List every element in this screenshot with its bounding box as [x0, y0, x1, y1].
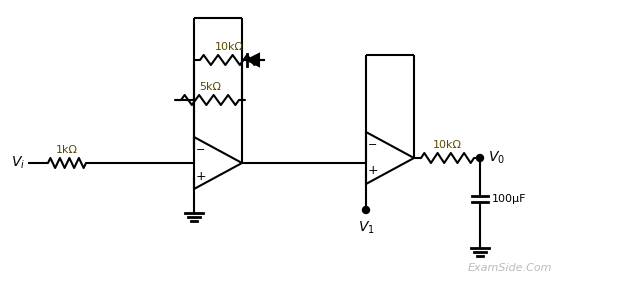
- Polygon shape: [247, 54, 259, 66]
- Text: $V_0$: $V_0$: [488, 150, 505, 166]
- Circle shape: [476, 154, 483, 162]
- Text: 10kΩ: 10kΩ: [215, 42, 244, 52]
- Text: ExamSide.Com: ExamSide.Com: [468, 263, 552, 273]
- Text: 1kΩ: 1kΩ: [56, 145, 78, 155]
- Text: −: −: [196, 145, 206, 155]
- Text: $V_1$: $V_1$: [358, 220, 374, 236]
- Text: $V_i$: $V_i$: [11, 155, 25, 171]
- Circle shape: [362, 207, 370, 213]
- Text: 5kΩ: 5kΩ: [199, 82, 221, 92]
- Text: 10kΩ: 10kΩ: [433, 140, 462, 150]
- Text: −: −: [369, 140, 378, 150]
- Text: 100μF: 100μF: [492, 194, 526, 204]
- Text: +: +: [368, 164, 379, 178]
- Text: +: +: [196, 170, 206, 182]
